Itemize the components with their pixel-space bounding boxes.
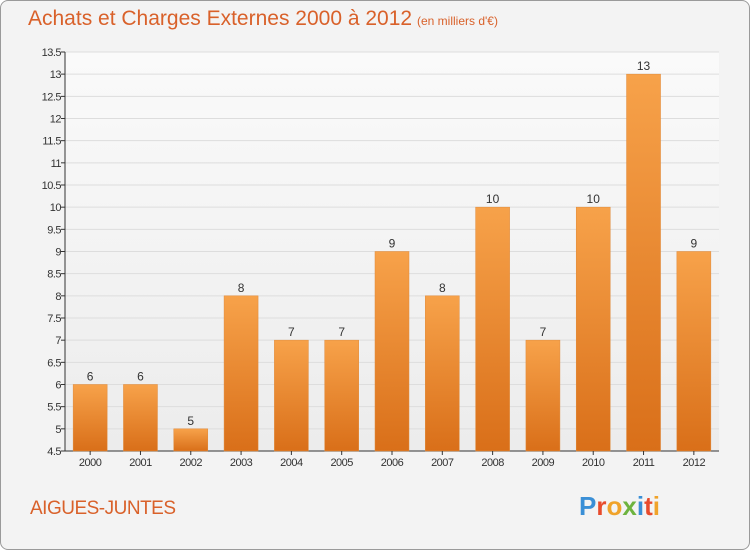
bar [324,339,359,452]
chart-title: Achats et Charges Externes 2000 à 2012 [28,7,413,30]
bar [223,295,259,452]
bar [575,206,611,452]
bar [475,206,510,452]
y-tick-label: 10.5 [42,180,62,192]
bar [274,339,309,452]
bar-value-label: 6 [137,370,144,384]
logo-letter: i [652,491,660,521]
logo-letter: P [579,491,597,521]
bar-value-label: 7 [540,325,547,339]
bar-value-label: 6 [87,370,94,384]
chart-subtitle: (en milliers d'€) [417,14,498,28]
y-tick-label: 5 [55,424,61,436]
bar [425,295,460,452]
bar-value-label: 5 [187,414,194,428]
x-tick-label: 2003 [230,457,253,469]
y-tick-label: 6.5 [47,357,61,369]
y-tick-label: 11 [51,158,62,170]
x-tick-label: 2011 [633,457,655,469]
y-tick-label: 12.5 [42,91,62,103]
bar [525,339,561,452]
y-tick-label: 7.5 [47,313,61,325]
x-tick-label: 2002 [180,457,203,469]
x-tick-label: 2012 [683,457,706,469]
bar-value-label: 9 [691,237,698,251]
y-tick-label: 4.5 [47,446,61,458]
x-tick-label: 2005 [330,457,353,469]
bar-value-label: 8 [439,281,446,295]
proxiti-logo: Proxiti [579,491,660,522]
logo-letter: t [644,491,653,521]
x-tick-label: 2009 [532,457,555,469]
y-tick-label: 8 [55,291,61,303]
y-tick-label: 8.5 [47,269,61,281]
bar-value-label: 10 [587,192,601,206]
y-tick-label: 7 [55,335,61,347]
y-tick-label: 6 [55,380,61,392]
bar-value-label: 7 [288,325,295,339]
logo-letter: x [622,491,637,521]
y-tick-label: 5.5 [47,402,61,414]
x-tick-label: 2006 [381,457,404,469]
x-tick-label: 2001 [129,457,152,469]
bar [626,73,661,452]
y-tick-label: 13.5 [42,47,62,59]
y-tick-label: 9.5 [47,224,61,236]
logo-letter: i [636,491,645,521]
x-tick-label: 2008 [481,457,504,469]
y-tick-label: 11.5 [42,136,61,148]
commune-name: AIGUES-JUNTES [30,498,176,519]
y-tick-label: 13 [50,69,62,81]
x-tick-label: 2010 [582,457,605,469]
bar [173,428,209,452]
bar [123,384,158,452]
bar-value-label: 13 [637,59,651,73]
y-tick-label: 9 [55,247,61,259]
bar [676,251,712,452]
logo-letter: o [606,491,623,521]
logo-letter: r [596,491,607,521]
bar-value-label: 9 [389,237,396,251]
x-tick-label: 2007 [431,457,454,469]
y-tick-label: 10 [50,202,62,214]
x-tick-label: 2000 [79,457,102,469]
bar-value-label: 8 [238,281,245,295]
bar [374,251,410,452]
bar-value-label: 7 [338,325,345,339]
bar-value-label: 10 [486,192,500,206]
bar [72,384,108,452]
y-tick-label: 12 [50,114,62,126]
x-tick-label: 2004 [280,457,303,469]
